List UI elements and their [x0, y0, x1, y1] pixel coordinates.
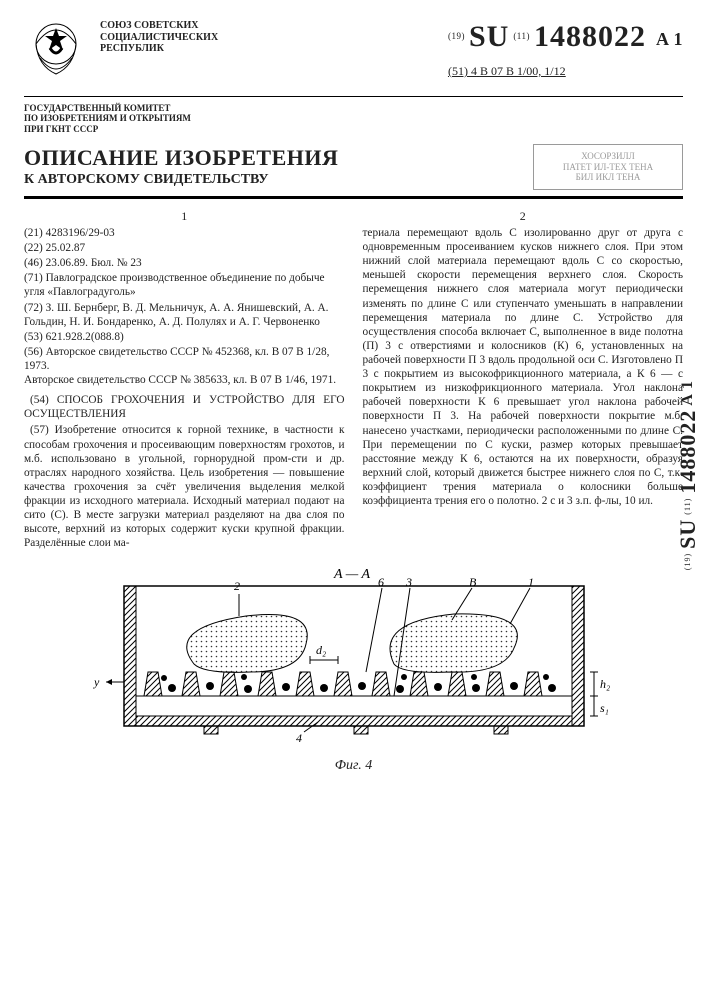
biblio-block: (21) 4283196/29-03 (22) 25.02.87 (46) 23… [24, 226, 345, 387]
side-prefix: (19) [683, 553, 692, 570]
thick-divider [24, 196, 683, 199]
ipc-codes: B 07 B 1/00, 1/12 [480, 64, 566, 78]
title-block: ОПИСАНИЕ ИЗОБРЕТЕНИЯ К АВТОРСКОМУ СВИДЕТ… [24, 144, 683, 190]
country-code: SU [469, 20, 509, 53]
library-stamp: ХОСОРЗИЛЛ ПАТЕТ ИЛ-ТЕХ ТЕНА БИЛ ИКЛ ТЕНА [533, 144, 683, 190]
abstract-col1: (57) Изобретение относится к горной техн… [24, 423, 345, 550]
side-vertical-code: (19) SU (11) 1488022 A 1 [675, 380, 701, 570]
figure-svg: A — A [74, 564, 634, 754]
field-71: (71) Павлоградское производственное объе… [24, 271, 345, 299]
abstract-col2: териала перемещают вдоль С изолированно … [363, 226, 684, 508]
kind-code: A 1 [656, 29, 683, 49]
svg-text:3: 3 [405, 575, 412, 589]
side-country: SU [675, 519, 700, 549]
column-2: 2 териала перемещают вдоль С изолированн… [363, 209, 684, 550]
field-46: (46) 23.06.89. Бюл. № 23 [24, 256, 345, 270]
figure-4: A — A [24, 564, 683, 774]
header-row: СОЮЗ СОВЕТСКИХ СОЦИАЛИСТИЧЕСКИХ РЕСПУБЛИ… [24, 18, 683, 88]
svg-text:2: 2 [234, 579, 240, 593]
page-title: ОПИСАНИЕ ИЗОБРЕТЕНИЯ [24, 146, 338, 169]
columns: 1 (21) 4283196/29-03 (22) 25.02.87 (46) … [24, 209, 683, 550]
svg-text:y: y [93, 675, 100, 689]
ipc-label: (51) 4 [448, 64, 477, 78]
union-label: СОЮЗ СОВЕТСКИХ СОЦИАЛИСТИЧЕСКИХ РЕСПУБЛИ… [100, 20, 218, 55]
pub-number: 1488022 [534, 20, 646, 53]
divider [24, 96, 683, 97]
svg-text:1: 1 [528, 575, 534, 589]
column-1: 1 (21) 4283196/29-03 (22) 25.02.87 (46) … [24, 209, 345, 550]
page: СОЮЗ СОВЕТСКИХ СОЦИАЛИСТИЧЕСКИХ РЕСПУБЛИ… [0, 0, 707, 1000]
stamp-line: БИЛ ИКЛ ТЕНА [544, 172, 672, 183]
doc-title: (54) СПОСОБ ГРОХОЧЕНИЯ И УСТРОЙСТВО ДЛЯ … [24, 393, 345, 421]
page-subtitle: К АВТОРСКОМУ СВИДЕТЕЛЬСТВУ [24, 172, 338, 188]
committee-label: ГОСУДАРСТВЕННЫЙ КОМИТЕТ ПО ИЗОБРЕТЕНИЯМ … [24, 103, 324, 134]
svg-text:h₂: h₂ [600, 677, 610, 691]
column-number: 1 [24, 209, 345, 224]
pub-prefix2: (11) [513, 31, 530, 41]
svg-text:4: 4 [296, 731, 302, 745]
field-56: (56) Авторское свидетельство СССР № 4523… [24, 345, 345, 387]
pub-prefix: (19) [448, 31, 465, 41]
field-72: (72) З. Ш. Бернберг, В. Д. Мельничук, А.… [24, 301, 345, 329]
stamp-line: ХОСОРЗИЛЛ [544, 151, 672, 162]
field-53: (53) 621.928.2(088.8) [24, 330, 345, 344]
stamp-line: ПАТЕТ ИЛ-ТЕХ ТЕНА [544, 162, 672, 173]
codes-right: (19) SU (11) 1488022 A 1 (51) 4 B 07 B 1… [448, 20, 683, 79]
figure-caption: Фиг. 4 [335, 758, 373, 774]
column-number: 2 [363, 209, 684, 224]
side-number: 1488022 [675, 410, 700, 494]
section-label: A — A [333, 567, 370, 582]
emblem-icon [24, 18, 88, 88]
svg-text:6: 6 [378, 575, 384, 589]
field-22: (22) 25.02.87 [24, 241, 345, 255]
field-21: (21) 4283196/29-03 [24, 226, 345, 240]
svg-text:d₂: d₂ [316, 643, 326, 657]
side-kind: A 1 [679, 380, 696, 406]
side-prefix2: (11) [683, 498, 692, 515]
svg-text:s₁: s₁ [600, 701, 609, 715]
svg-text:B: B [469, 575, 477, 589]
